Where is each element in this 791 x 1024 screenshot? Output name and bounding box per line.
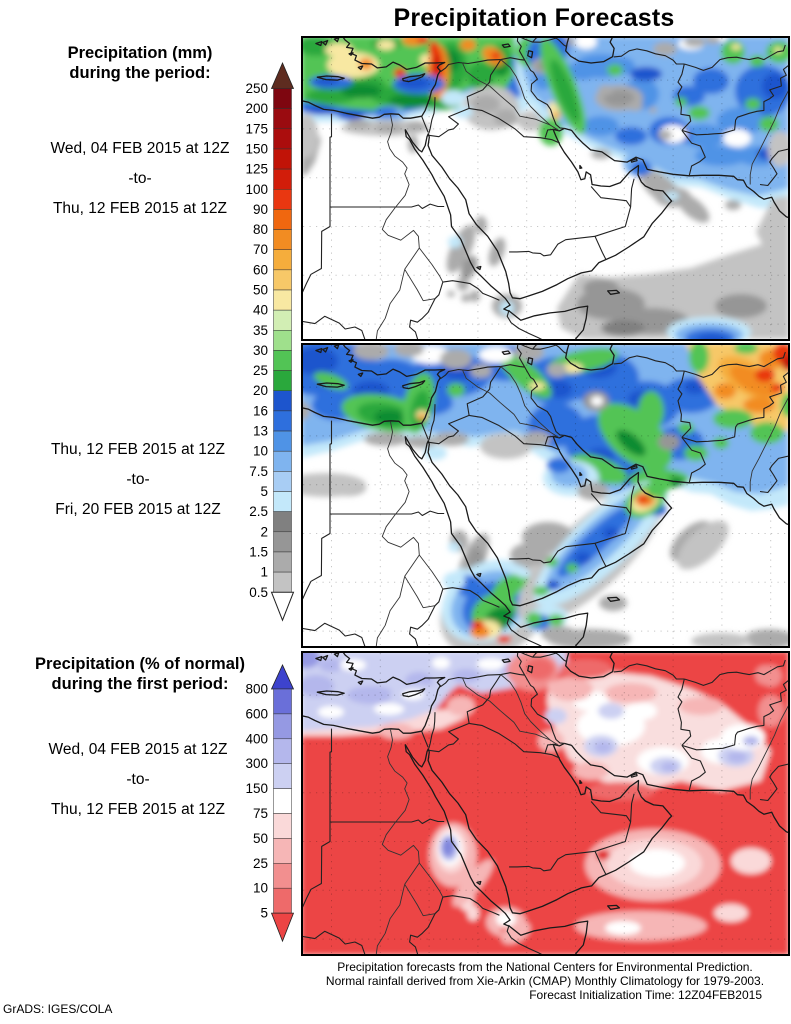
svg-text:60: 60	[253, 262, 268, 277]
svg-text:80: 80	[253, 222, 268, 237]
svg-text:13: 13	[253, 424, 268, 439]
svg-text:100: 100	[245, 182, 268, 197]
svg-text:7.5: 7.5	[249, 464, 268, 479]
svg-text:10: 10	[253, 444, 268, 459]
svg-text:250: 250	[245, 81, 268, 96]
svg-text:30: 30	[253, 343, 268, 358]
svg-text:2.5: 2.5	[249, 504, 268, 519]
svg-text:600: 600	[245, 706, 268, 721]
svg-text:800: 800	[245, 682, 268, 697]
svg-text:5: 5	[260, 484, 268, 499]
svg-text:75: 75	[253, 806, 268, 821]
svg-text:35: 35	[253, 323, 268, 338]
svg-text:150: 150	[245, 781, 268, 796]
svg-text:5: 5	[260, 906, 268, 921]
svg-text:1.5: 1.5	[249, 545, 268, 560]
svg-text:20: 20	[253, 383, 268, 398]
svg-text:150: 150	[245, 141, 268, 156]
svg-text:25: 25	[253, 856, 268, 871]
svg-text:25: 25	[253, 363, 268, 378]
svg-text:125: 125	[245, 162, 268, 177]
svg-text:50: 50	[253, 831, 268, 846]
svg-text:10: 10	[253, 881, 268, 896]
svg-text:40: 40	[253, 303, 268, 318]
svg-text:2: 2	[260, 524, 268, 539]
svg-text:0.5: 0.5	[249, 585, 268, 600]
svg-text:70: 70	[253, 242, 268, 257]
svg-text:50: 50	[253, 283, 268, 298]
svg-text:90: 90	[253, 202, 268, 217]
svg-text:300: 300	[245, 756, 268, 771]
svg-text:200: 200	[245, 101, 268, 116]
svg-text:175: 175	[245, 121, 268, 136]
svg-text:400: 400	[245, 731, 268, 746]
svg-text:1: 1	[260, 565, 268, 580]
svg-text:16: 16	[253, 403, 268, 418]
